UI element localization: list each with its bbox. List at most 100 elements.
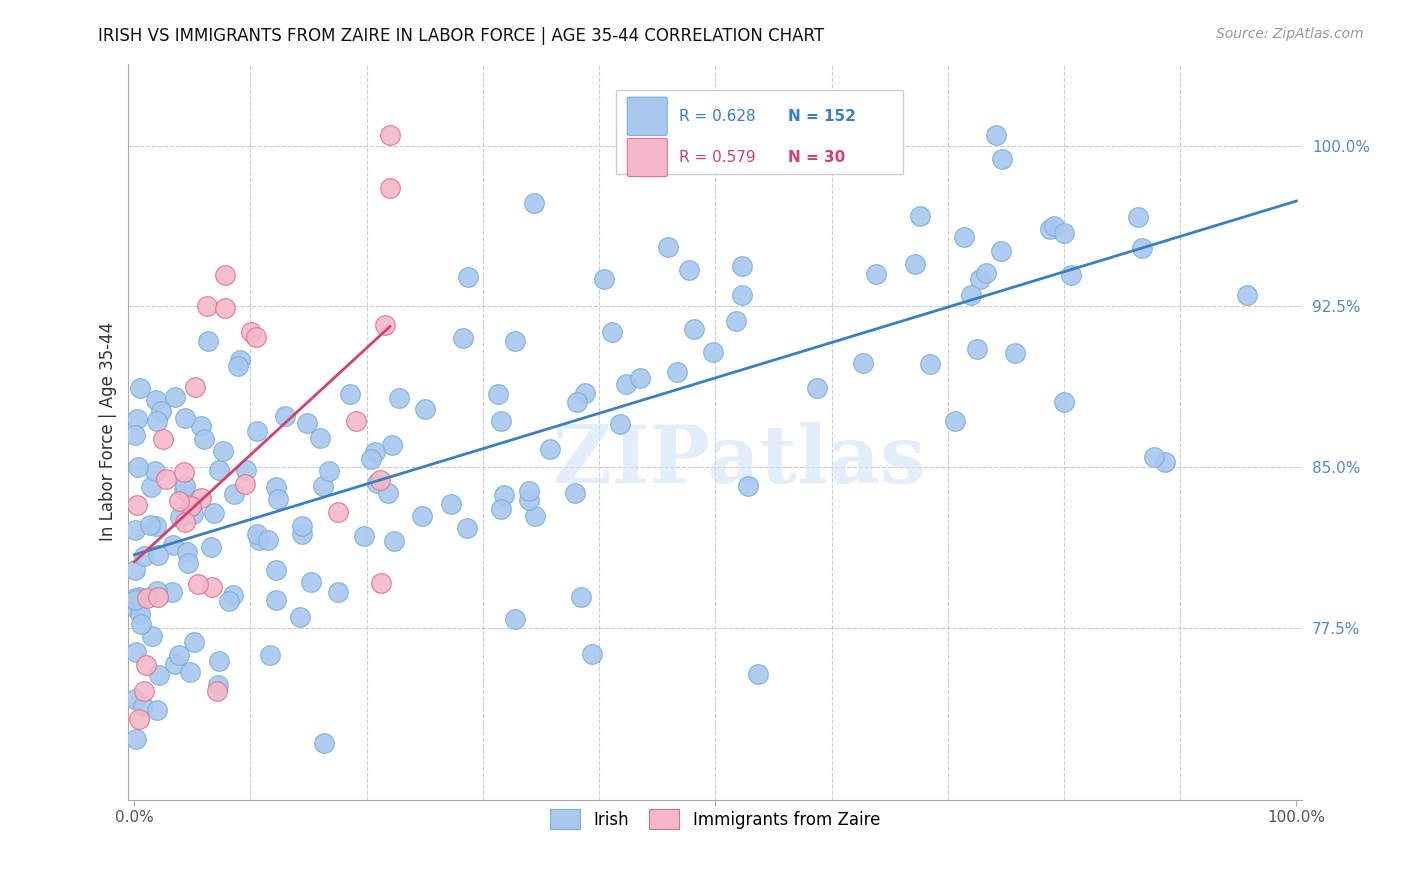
Point: [145, 519, 167, 533]
Point: [184, 380, 207, 394]
Point: [245, 330, 267, 344]
Point: [1130, 241, 1153, 255]
Point: [125, 732, 148, 747]
Point: [174, 411, 197, 425]
Point: [146, 414, 169, 428]
Point: [517, 484, 540, 499]
Point: [143, 464, 166, 478]
Point: [295, 416, 318, 430]
Point: [208, 654, 231, 668]
Point: [360, 452, 382, 467]
Point: [190, 491, 212, 505]
Point: [273, 409, 295, 424]
Point: [162, 538, 184, 552]
Point: [969, 272, 991, 286]
Point: [990, 244, 1012, 259]
Point: [257, 533, 280, 548]
Point: [574, 385, 596, 400]
Point: [214, 301, 236, 315]
Point: [1043, 219, 1066, 233]
Text: N = 30: N = 30: [789, 150, 845, 165]
Point: [135, 591, 157, 605]
Point: [179, 665, 201, 679]
Point: [364, 445, 387, 459]
Point: [411, 509, 433, 524]
Point: [125, 498, 148, 512]
Point: [564, 486, 586, 500]
Point: [195, 299, 218, 313]
Point: [124, 591, 146, 605]
Point: [163, 390, 186, 404]
Point: [218, 594, 240, 608]
FancyBboxPatch shape: [627, 138, 668, 177]
Point: [128, 607, 150, 621]
Text: Source: ZipAtlas.com: Source: ZipAtlas.com: [1216, 27, 1364, 41]
Text: N = 152: N = 152: [789, 109, 856, 124]
Point: [229, 353, 252, 368]
Point: [581, 647, 603, 661]
Point: [125, 600, 148, 615]
Point: [852, 356, 875, 370]
Point: [1053, 226, 1076, 240]
Point: [494, 488, 516, 502]
Point: [207, 463, 229, 477]
Point: [991, 153, 1014, 167]
Point: [353, 528, 375, 542]
Point: [155, 472, 177, 486]
Point: [221, 588, 243, 602]
Point: [730, 259, 752, 273]
Point: [312, 479, 335, 493]
Point: [125, 644, 148, 658]
Point: [187, 577, 209, 591]
Y-axis label: In Labor Force | Age 35-44: In Labor Force | Age 35-44: [100, 322, 117, 541]
Point: [592, 272, 614, 286]
Point: [259, 648, 281, 662]
Point: [197, 334, 219, 349]
Point: [124, 692, 146, 706]
Point: [132, 683, 155, 698]
Point: [124, 428, 146, 442]
Point: [135, 658, 157, 673]
Point: [146, 584, 169, 599]
Point: [266, 491, 288, 506]
Text: R = 0.628: R = 0.628: [679, 109, 755, 124]
Point: [945, 414, 967, 428]
Legend: Irish, Immigrants from Zaire: Irish, Immigrants from Zaire: [544, 803, 887, 835]
Point: [233, 476, 256, 491]
Point: [374, 318, 396, 332]
Point: [747, 667, 769, 681]
Point: [489, 501, 512, 516]
Point: [628, 371, 651, 385]
Point: [382, 534, 405, 549]
Point: [377, 485, 399, 500]
Point: [173, 479, 195, 493]
Point: [378, 181, 401, 195]
Point: [440, 497, 463, 511]
Point: [524, 508, 547, 523]
Point: [1143, 450, 1166, 465]
Point: [176, 545, 198, 559]
Point: [145, 702, 167, 716]
Point: [150, 404, 173, 418]
Point: [124, 563, 146, 577]
Point: [986, 128, 1008, 142]
Point: [523, 196, 546, 211]
Point: [865, 267, 887, 281]
Point: [737, 479, 759, 493]
Point: [141, 629, 163, 643]
Text: R = 0.579: R = 0.579: [679, 150, 755, 165]
Point: [456, 521, 478, 535]
Point: [308, 431, 330, 445]
Point: [127, 460, 149, 475]
Point: [702, 345, 724, 359]
Point: [138, 517, 160, 532]
Point: [129, 616, 152, 631]
Point: [214, 268, 236, 282]
Point: [299, 574, 322, 589]
Point: [173, 483, 195, 497]
Point: [202, 506, 225, 520]
Point: [489, 414, 512, 428]
Point: [503, 612, 526, 626]
Text: ZIPatlas: ZIPatlas: [553, 422, 925, 500]
Point: [920, 357, 942, 371]
